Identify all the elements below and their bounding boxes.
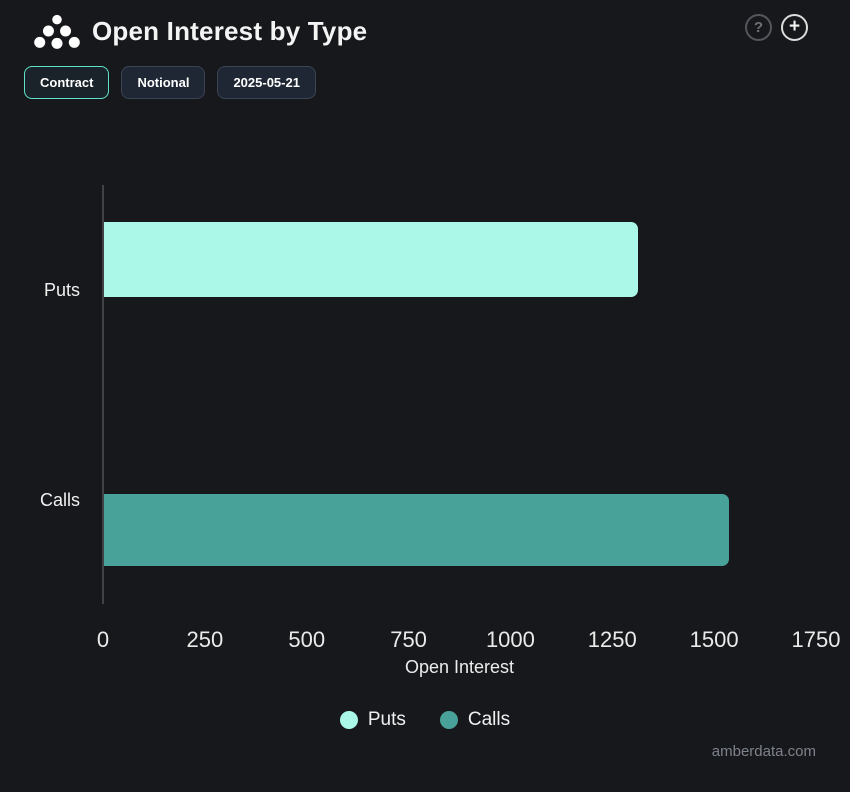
page-title: Open Interest by Type <box>92 15 368 46</box>
legend-label: Calls <box>467 709 511 730</box>
toggle-notional[interactable]: Notional <box>121 66 206 99</box>
x-tick-label: 750 <box>390 627 427 652</box>
y-axis-line <box>102 185 104 604</box>
x-tick-label: 1750 <box>791 627 841 652</box>
legend-item-calls[interactable]: Calls <box>439 709 511 731</box>
toggle-contract[interactable]: Contract <box>24 66 110 99</box>
legend-swatch-puts <box>339 711 358 729</box>
legend-swatch-calls <box>439 711 458 729</box>
title-group: Open Interest by Type <box>34 12 367 50</box>
watermark: amberdata.com <box>711 743 816 760</box>
x-axis-title: Open Interest <box>404 657 515 677</box>
legend-label: Puts <box>367 709 406 730</box>
help-icon[interactable]: ? <box>745 14 772 41</box>
add-icon[interactable]: + <box>781 14 808 41</box>
bar-puts[interactable] <box>104 222 638 297</box>
toggle-group: Contract Notional 2025-05-21 <box>24 66 316 99</box>
y-category-label-puts: Puts <box>43 280 80 300</box>
legend: Puts Calls <box>0 709 850 731</box>
x-tick-label: 0 <box>96 627 110 652</box>
toggle-date[interactable]: 2025-05-21 <box>217 66 316 99</box>
legend-item-puts[interactable]: Puts <box>339 709 406 731</box>
cluster-icon <box>34 14 80 49</box>
header-actions: ? + <box>745 14 808 41</box>
header: Open Interest by Type ? + <box>0 0 850 60</box>
x-tick-label: 1250 <box>587 627 637 652</box>
y-category-label-calls: Calls <box>39 490 80 510</box>
x-tick-label: 500 <box>288 627 326 652</box>
x-tick-label: 250 <box>186 627 224 652</box>
x-tick-label: 1000 <box>485 627 535 652</box>
x-tick-label: 1500 <box>689 627 739 652</box>
bar-calls[interactable] <box>104 494 729 566</box>
